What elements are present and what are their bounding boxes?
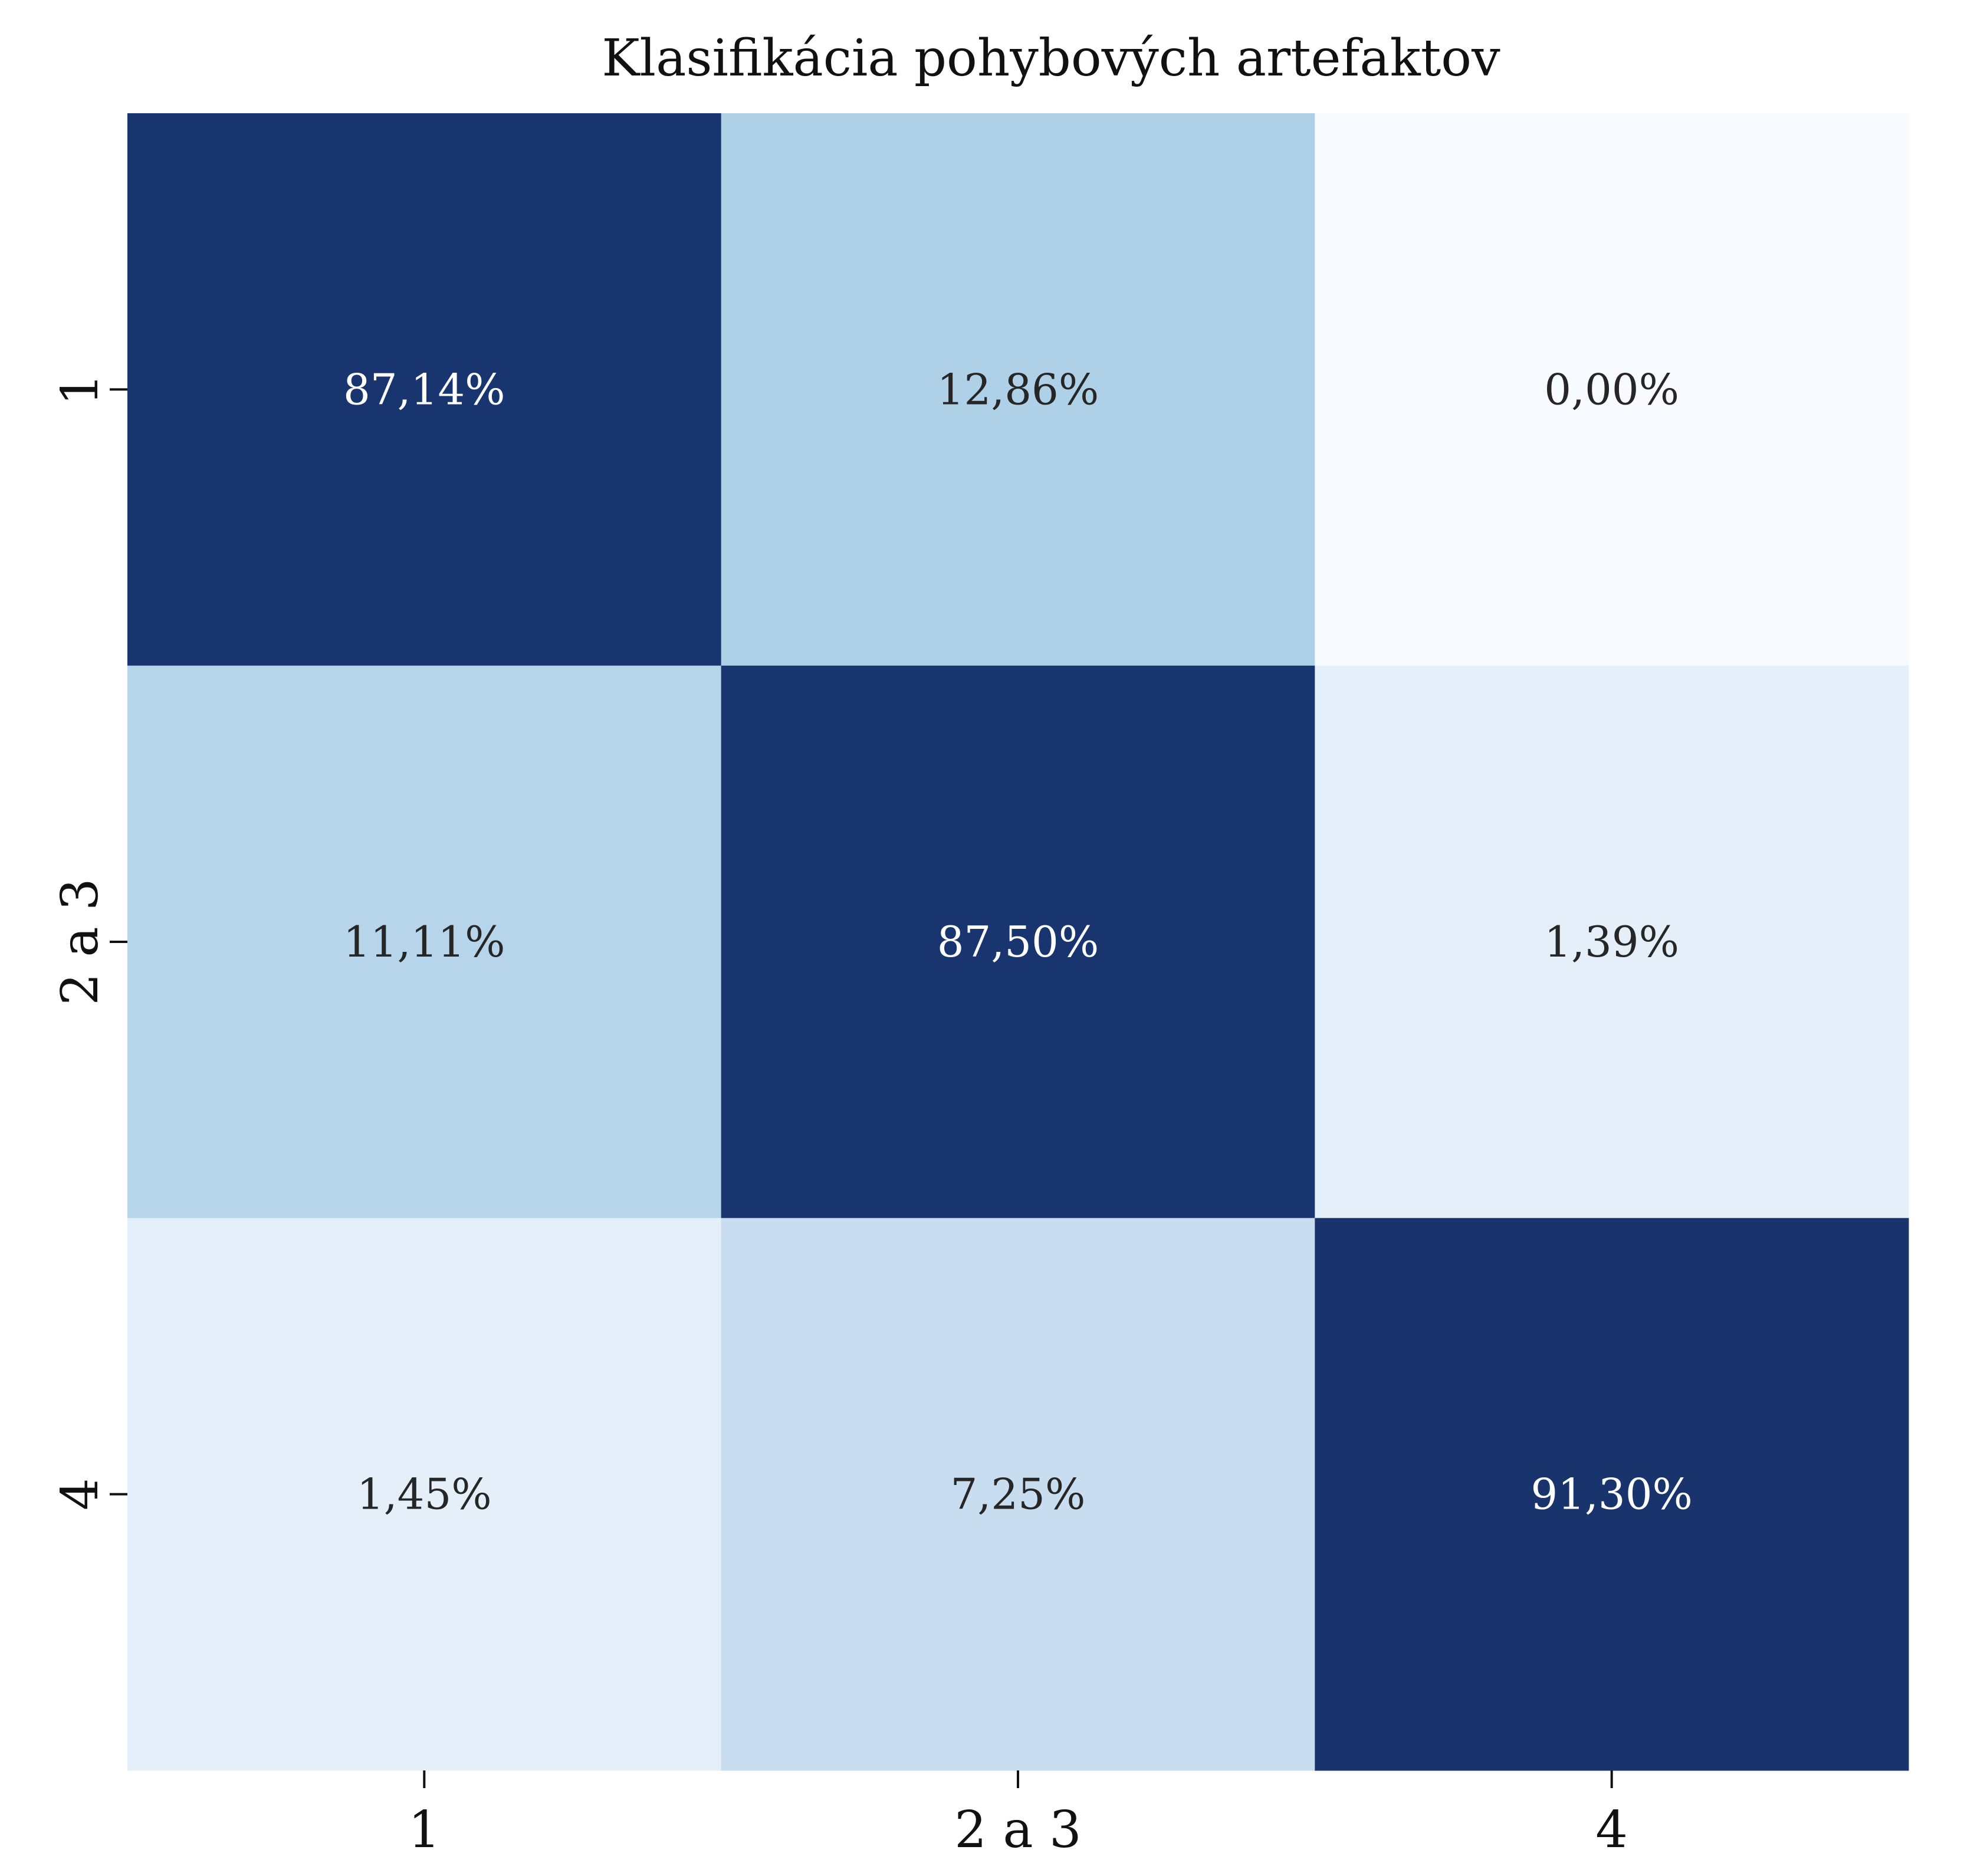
heatmap-cell-r3-c2 bbox=[721, 1218, 1315, 1771]
heatmap-cells bbox=[127, 113, 1909, 1771]
cell-label-r2-c1: 11,11% bbox=[343, 917, 505, 967]
heatmap-cell-r1-c1 bbox=[127, 113, 722, 666]
x-tick-label-1: 1 bbox=[408, 1801, 441, 1859]
y-tick-label-3: 4 bbox=[51, 1478, 110, 1510]
heatmap-cell-r1-c3 bbox=[1315, 113, 1909, 666]
cell-label-r3-c3: 91,30% bbox=[1531, 1470, 1693, 1519]
cell-label-r2-c2: 87,50% bbox=[937, 917, 1099, 967]
y-tick-label-2: 2 a 3 bbox=[51, 878, 110, 1005]
heatmap-cell-r2-c3 bbox=[1315, 665, 1909, 1218]
cell-label-r1-c2: 12,86% bbox=[937, 364, 1099, 414]
cell-label-r2-c3: 1,39% bbox=[1544, 917, 1679, 967]
cell-label-r3-c1: 1,45% bbox=[357, 1470, 492, 1519]
chart-title: Klasifikácia pohybových artefaktov bbox=[602, 29, 1500, 88]
cell-value-labels: 87,14% 12,86% 0,00% 11,11% 87,50% 1,39% 1,45% 7… bbox=[343, 364, 1693, 1519]
heatmap-cell-r2-c1 bbox=[127, 665, 722, 1218]
cell-label-r3-c2: 7,25% bbox=[951, 1470, 1086, 1519]
heatmap-cell-r3-c1 bbox=[127, 1218, 722, 1771]
cell-label-r1-c1: 87,14% bbox=[343, 364, 505, 414]
axes: 1 2 a 3 4 1 2 a 3 4 bbox=[51, 373, 1628, 1859]
cell-label-r1-c3: 0,00% bbox=[1544, 364, 1679, 414]
x-tick-label-3: 4 bbox=[1595, 1801, 1628, 1859]
heatmap-cell-r2-c2 bbox=[721, 665, 1315, 1218]
heatmap-cell-r1-c2 bbox=[721, 113, 1315, 666]
x-tick-label-2: 2 a 3 bbox=[954, 1801, 1081, 1859]
heatmap-cell-r3-c3 bbox=[1315, 1218, 1909, 1771]
y-tick-label-1: 1 bbox=[51, 373, 110, 406]
